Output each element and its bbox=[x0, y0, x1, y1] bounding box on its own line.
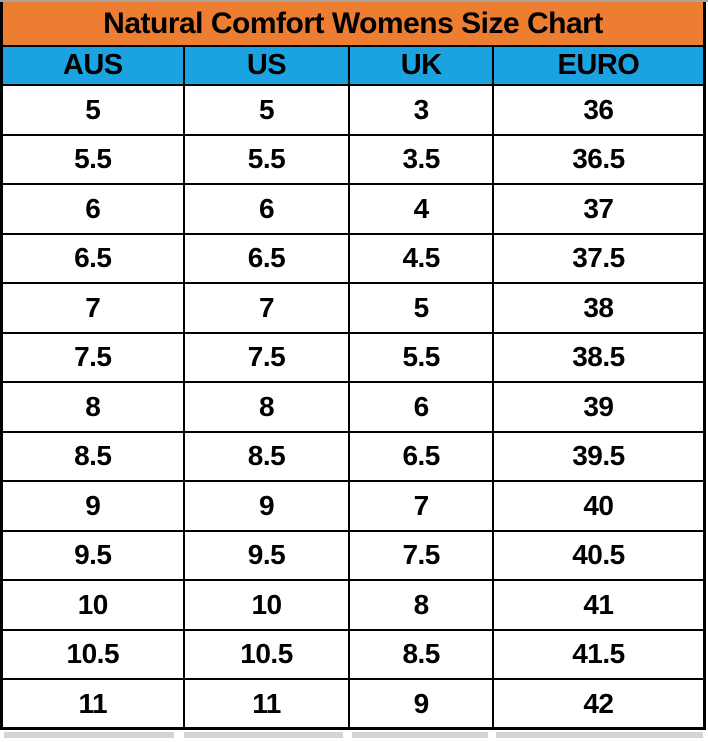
size-cell: 40 bbox=[491, 480, 706, 532]
size-cell: 5.5 bbox=[182, 133, 351, 185]
size-cell: 8 bbox=[0, 381, 185, 433]
size-cell: 39.5 bbox=[491, 430, 706, 482]
size-cell: 5.5 bbox=[348, 331, 494, 383]
size-cell: 8 bbox=[182, 381, 351, 433]
size-cell: 6.5 bbox=[0, 232, 185, 284]
column-header-uk: UK bbox=[348, 45, 494, 86]
size-cell: 6 bbox=[0, 183, 185, 235]
size-cell: 10 bbox=[0, 579, 185, 631]
table-row: 11 11 9 42 bbox=[0, 678, 706, 730]
title-row: Natural Comfort Womens Size Chart bbox=[0, 2, 706, 47]
table-row: 9.5 9.5 7.5 40.5 bbox=[0, 529, 706, 581]
size-cell: 9 bbox=[348, 678, 494, 730]
size-cell: 3 bbox=[348, 84, 494, 136]
size-cell: 40.5 bbox=[491, 529, 706, 581]
chart-title: Natural Comfort Womens Size Chart bbox=[0, 2, 706, 47]
size-cell: 9.5 bbox=[182, 529, 351, 581]
table-row: 10.5 10.5 8.5 41.5 bbox=[0, 628, 706, 680]
size-cell: 7.5 bbox=[348, 529, 494, 581]
size-cell: 10.5 bbox=[0, 628, 185, 680]
size-cell: 5 bbox=[348, 282, 494, 334]
size-cell: 7.5 bbox=[182, 331, 351, 383]
size-cell: 10.5 bbox=[182, 628, 351, 680]
size-cell: 11 bbox=[182, 678, 351, 730]
table-row: 5 5 3 36 bbox=[0, 84, 706, 136]
size-cell: 38 bbox=[491, 282, 706, 334]
table-row: 8.5 8.5 6.5 39.5 bbox=[0, 430, 706, 482]
size-cell: 7 bbox=[182, 282, 351, 334]
size-cell: 4.5 bbox=[348, 232, 494, 284]
size-cell: 9 bbox=[182, 480, 351, 532]
table-row: 6 6 4 37 bbox=[0, 183, 706, 235]
size-cell: 3.5 bbox=[348, 133, 494, 185]
size-cell: 8.5 bbox=[348, 628, 494, 680]
size-cell: 36 bbox=[491, 84, 706, 136]
column-header-aus: AUS bbox=[0, 45, 185, 86]
size-cell: 8 bbox=[348, 579, 494, 631]
size-cell: 7.5 bbox=[0, 331, 185, 383]
size-cell: 6 bbox=[348, 381, 494, 433]
size-cell: 11 bbox=[0, 678, 185, 730]
size-cell: 9 bbox=[0, 480, 185, 532]
table-bottom-shadow bbox=[4, 732, 703, 738]
size-cell: 41.5 bbox=[491, 628, 706, 680]
size-cell: 5.5 bbox=[0, 133, 185, 185]
table-row: 9 9 7 40 bbox=[0, 480, 706, 532]
size-cell: 6.5 bbox=[348, 430, 494, 482]
size-cell: 7 bbox=[348, 480, 494, 532]
table-row: 6.5 6.5 4.5 37.5 bbox=[0, 232, 706, 284]
size-cell: 36.5 bbox=[491, 133, 706, 185]
size-cell: 41 bbox=[491, 579, 706, 631]
column-header-us: US bbox=[182, 45, 351, 86]
table-row: 10 10 8 41 bbox=[0, 579, 706, 631]
size-cell: 7 bbox=[0, 282, 185, 334]
size-cell: 37 bbox=[491, 183, 706, 235]
size-chart-table: Natural Comfort Womens Size Chart AUS US U… bbox=[0, 2, 706, 730]
size-cell: 4 bbox=[348, 183, 494, 235]
size-cell: 6.5 bbox=[182, 232, 351, 284]
size-cell: 6 bbox=[182, 183, 351, 235]
size-cell: 38.5 bbox=[491, 331, 706, 383]
size-cell: 42 bbox=[491, 678, 706, 730]
size-cell: 10 bbox=[182, 579, 351, 631]
size-cell: 8.5 bbox=[0, 430, 185, 482]
size-cell: 5 bbox=[182, 84, 351, 136]
table-row: 5.5 5.5 3.5 36.5 bbox=[0, 133, 706, 185]
header-row: AUS US UK EURO bbox=[0, 45, 706, 86]
size-cell: 8.5 bbox=[182, 430, 351, 482]
table-row: 7.5 7.5 5.5 38.5 bbox=[0, 331, 706, 383]
table-row: 8 8 6 39 bbox=[0, 381, 706, 433]
size-cell: 37.5 bbox=[491, 232, 706, 284]
size-cell: 39 bbox=[491, 381, 706, 433]
column-header-euro: EURO bbox=[491, 45, 706, 86]
size-cell: 5 bbox=[0, 84, 185, 136]
table-row: 7 7 5 38 bbox=[0, 282, 706, 334]
size-cell: 9.5 bbox=[0, 529, 185, 581]
